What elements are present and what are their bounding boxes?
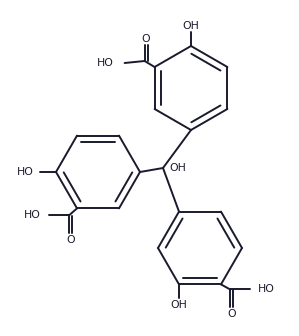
Text: OH: OH [183,21,199,31]
Text: O: O [227,309,236,320]
Text: HO: HO [17,167,34,177]
Text: HO: HO [97,58,114,68]
Text: O: O [142,34,150,44]
Text: HO: HO [24,210,41,220]
Text: OH: OH [169,163,186,173]
Text: O: O [66,236,75,245]
Text: HO: HO [258,284,275,294]
Text: OH: OH [170,300,187,310]
